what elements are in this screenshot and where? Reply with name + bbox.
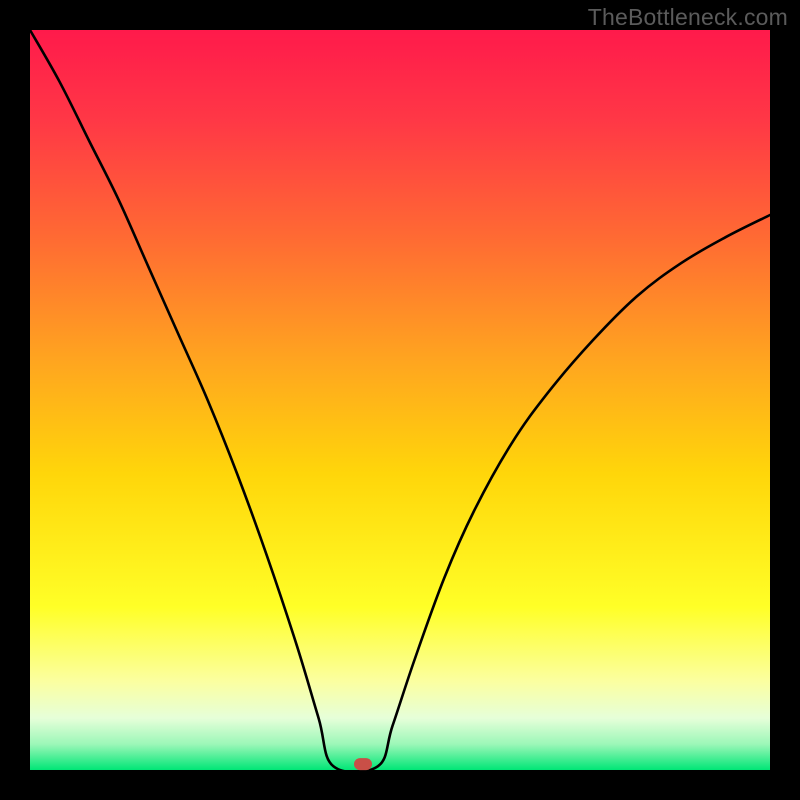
bottleneck-chart-svg: [0, 0, 800, 800]
chart-container: TheBottleneck.com: [0, 0, 800, 800]
current-config-marker: [354, 758, 372, 770]
watermark-text: TheBottleneck.com: [588, 4, 788, 31]
gradient-plot-area: [30, 30, 770, 770]
